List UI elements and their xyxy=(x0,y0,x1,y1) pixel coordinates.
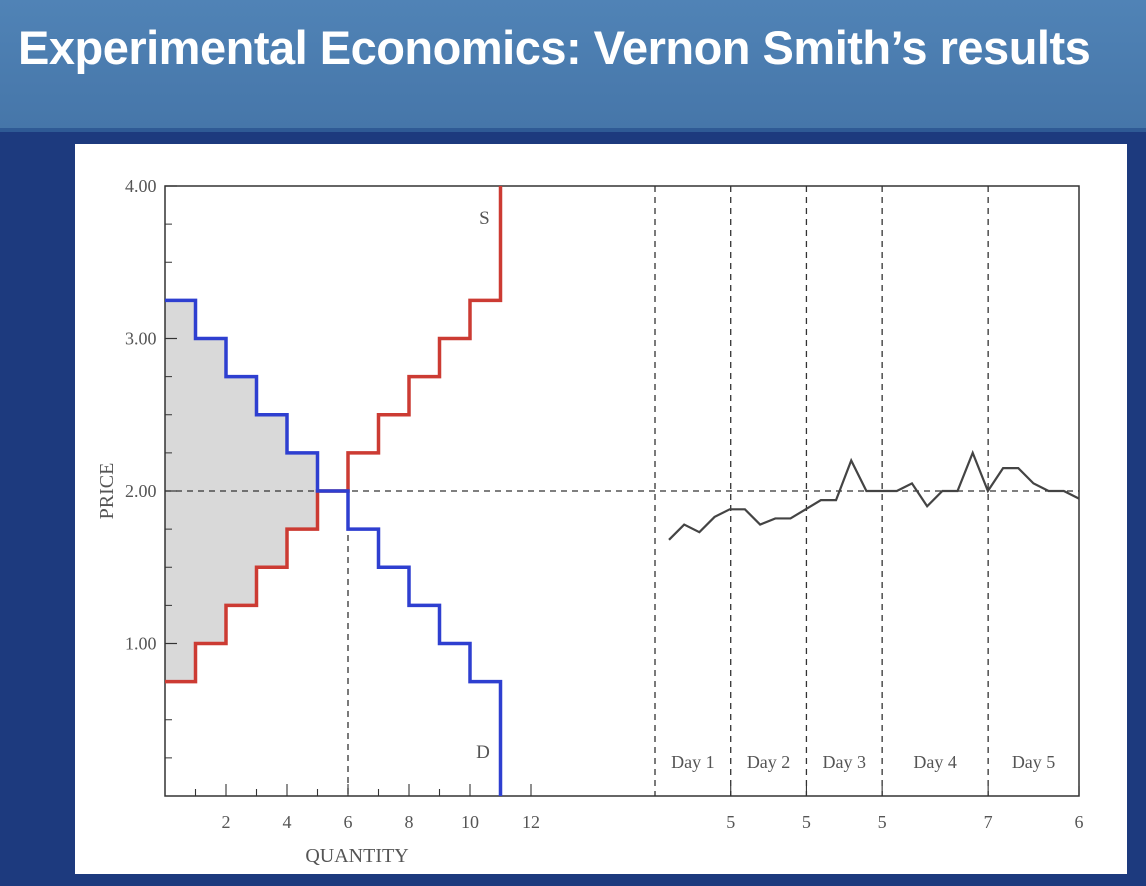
slide-header: Experimental Economics: Vernon Smith’s r… xyxy=(0,0,1146,128)
reference-lines xyxy=(165,186,1079,796)
surplus-area-layer xyxy=(165,300,318,682)
axes xyxy=(164,185,1080,797)
day-label: Day 5 xyxy=(1012,752,1056,772)
x-tick-label: 12 xyxy=(522,812,540,832)
day-label: Day 1 xyxy=(671,752,715,772)
x-tick-label: 2 xyxy=(222,812,231,832)
y-axis-label: PRICE xyxy=(96,463,118,520)
y-tick-label: 2.00 xyxy=(125,481,157,501)
supply-label: S xyxy=(479,208,490,229)
x-axis-label: QUANTITY xyxy=(305,845,408,867)
day-trade-count: 5 xyxy=(878,812,887,832)
series-layer xyxy=(165,186,1080,796)
x-tick-label: 6 xyxy=(344,812,353,832)
day-trade-count: 5 xyxy=(802,812,811,832)
demand-curve xyxy=(165,298,503,796)
day-label: Day 2 xyxy=(747,752,791,772)
x-tick-label: 8 xyxy=(405,812,414,832)
chart-panel: 1.00 2.00 3.00 4.00 2 4 6 8 10 12 QUANTITY PRICE S D D… xyxy=(75,144,1127,874)
day-trade-count: 5 xyxy=(726,812,735,832)
demand-label: D xyxy=(476,742,490,763)
x-tick-label: 4 xyxy=(283,812,292,832)
transaction-price-series xyxy=(668,449,1080,541)
day-trade-count: 7 xyxy=(984,812,993,832)
day-trade-count: 6 xyxy=(1075,812,1084,832)
slide-title: Experimental Economics: Vernon Smith’s r… xyxy=(18,21,1091,74)
x-tick-label: 10 xyxy=(461,812,479,832)
labels-layer: 1.00 2.00 3.00 4.00 2 4 6 8 10 12 QUANTITY PRICE S D D… xyxy=(96,176,1084,867)
day-label: Day 3 xyxy=(823,752,867,772)
day-label: Day 4 xyxy=(913,752,957,772)
y-tick-label: 4.00 xyxy=(125,176,157,196)
market-chart: 1.00 2.00 3.00 4.00 2 4 6 8 10 12 QUANTITY PRICE S D D… xyxy=(96,176,1084,867)
y-tick-label: 1.00 xyxy=(125,634,157,654)
surplus-area xyxy=(165,300,318,682)
header-rule xyxy=(0,128,1146,132)
y-tick-label: 3.00 xyxy=(125,329,157,349)
